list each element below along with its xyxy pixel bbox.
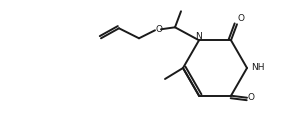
Text: N: N	[196, 32, 202, 41]
Text: O: O	[248, 93, 255, 102]
Text: O: O	[156, 25, 162, 34]
Text: O: O	[238, 14, 245, 23]
Text: NH: NH	[251, 64, 264, 72]
